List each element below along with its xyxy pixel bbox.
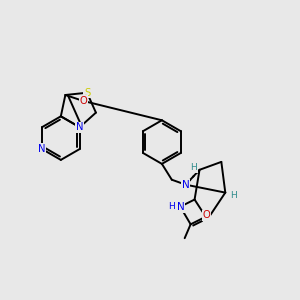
Text: S: S — [84, 88, 90, 98]
Text: O: O — [79, 96, 87, 106]
Text: N: N — [177, 202, 184, 212]
Text: H: H — [168, 202, 175, 211]
Text: H: H — [190, 163, 197, 172]
Text: O: O — [202, 210, 210, 220]
Text: N: N — [38, 144, 46, 154]
Text: N: N — [182, 180, 190, 190]
Text: H: H — [230, 191, 237, 200]
Text: N: N — [76, 122, 83, 132]
